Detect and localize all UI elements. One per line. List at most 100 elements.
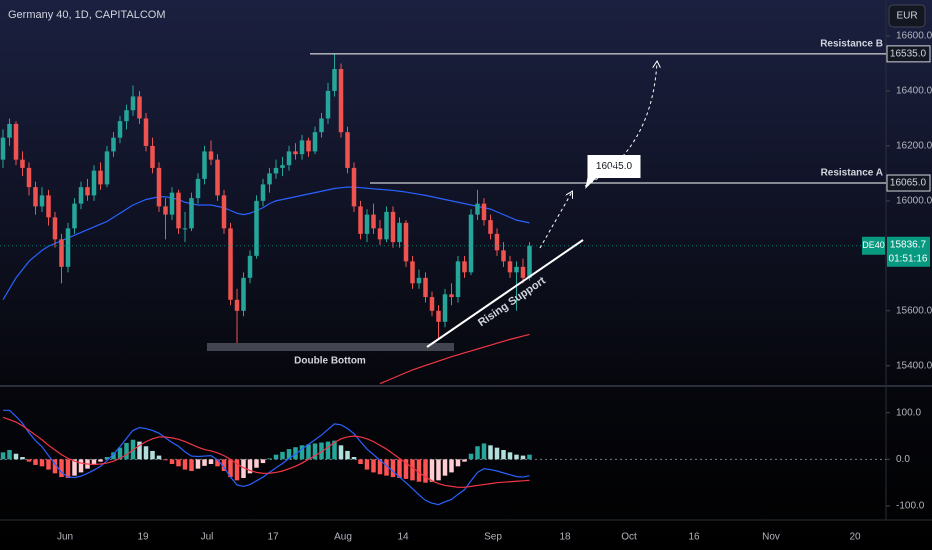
- signal-line: [2, 416, 530, 488]
- histogram-bar: [202, 459, 207, 466]
- macd-line: [3, 409, 530, 506]
- resistance-price: 16065.0: [890, 178, 927, 189]
- candle-body: [228, 228, 233, 300]
- candle-body: [169, 192, 175, 215]
- candle-body: [364, 214, 370, 234]
- histogram-bar: [384, 459, 389, 476]
- candle-body: [481, 203, 487, 221]
- candle-body: [299, 140, 305, 155]
- histogram-bar: [215, 459, 220, 467]
- candle-body: [462, 261, 467, 273]
- double-bottom-bar: [207, 343, 454, 351]
- candle-body: [410, 261, 415, 284]
- candle-body: [520, 266, 526, 278]
- candle-body: [286, 151, 292, 166]
- candle-body: [403, 222, 409, 262]
- histogram-bar: [169, 459, 175, 464]
- histogram-bar: [241, 459, 246, 478]
- y-tick-label: 100.0: [896, 407, 921, 418]
- y-tick-label: 0.0: [896, 454, 910, 465]
- histogram-bar: [345, 450, 350, 460]
- y-tick-label: 16200.0: [896, 141, 932, 152]
- last-price: 15836.7: [890, 239, 927, 250]
- candle-body: [494, 233, 500, 251]
- candle-body: [85, 187, 90, 196]
- y-tick-label: 16400.0: [896, 86, 932, 97]
- candle-body: [189, 198, 194, 229]
- candle-body: [260, 184, 266, 201]
- x-tick-label: Jun: [57, 532, 73, 543]
- candle-body: [117, 121, 123, 138]
- candle-body: [501, 250, 506, 262]
- candle-body: [202, 151, 207, 179]
- candle-body: [208, 151, 214, 160]
- candle-body: [176, 192, 181, 229]
- candle-body: [91, 170, 97, 196]
- candle-body: [280, 165, 285, 168]
- macd-pane: [0, 409, 886, 506]
- candle-body: [221, 195, 227, 229]
- x-tick-label: 18: [559, 532, 571, 543]
- histogram-bar: [156, 455, 162, 460]
- histogram-bar: [286, 449, 292, 460]
- histogram-bar: [0, 452, 6, 460]
- histogram-bar: [299, 445, 305, 460]
- histogram-bar: [7, 450, 12, 460]
- y-tick-label: 15600.0: [896, 305, 932, 316]
- histogram-bar: [351, 457, 357, 460]
- currency-box[interactable]: [888, 4, 926, 28]
- candle-body: [26, 167, 32, 188]
- x-tick-label: 16: [688, 532, 700, 543]
- symbol: DE40: [862, 240, 885, 250]
- candle-body: [150, 145, 155, 168]
- symbol-box: [862, 236, 885, 255]
- y-tick-label: 16000.0: [896, 196, 932, 207]
- resistance-label: Resistance B: [820, 39, 883, 50]
- candle-body: [137, 96, 142, 119]
- histogram-bar: [182, 459, 188, 470]
- candle-body: [0, 137, 6, 160]
- histogram-bar: [221, 459, 227, 471]
- candle-body: [182, 228, 188, 230]
- histogram-bar: [442, 459, 448, 476]
- candle-body: [475, 203, 480, 215]
- candle-body: [397, 222, 402, 243]
- histogram-bar: [98, 459, 103, 462]
- histogram-bar: [436, 459, 441, 481]
- x-tick-label: Nov: [762, 532, 780, 543]
- resistance-price-box: [886, 174, 931, 192]
- currency: EUR: [896, 11, 917, 22]
- histogram-bar: [78, 459, 84, 473]
- histogram-bar: [13, 453, 19, 460]
- histogram-bar: [254, 459, 259, 468]
- x-tick-label: Sep: [484, 532, 502, 543]
- histogram-bar: [377, 459, 383, 475]
- candle-body: [65, 228, 71, 267]
- histogram-bar: [65, 459, 71, 478]
- histogram-bar: [455, 459, 461, 467]
- last-price-box: [887, 236, 930, 267]
- histogram-bar: [481, 443, 487, 460]
- candle-body: [215, 159, 220, 196]
- candle-body: [358, 206, 363, 234]
- candle-body: [312, 132, 318, 152]
- histogram-bar: [364, 459, 370, 470]
- histogram-bar: [423, 459, 428, 483]
- candle-body: [325, 90, 331, 119]
- histogram-bar: [332, 440, 337, 460]
- x-tick-label: Aug: [334, 532, 352, 543]
- histogram-bar: [273, 454, 279, 460]
- histogram-bar: [390, 459, 396, 478]
- candle-body: [46, 195, 51, 218]
- candle-body: [163, 206, 168, 215]
- histogram-bar: [137, 441, 142, 460]
- x-tick-label: Jul: [201, 532, 214, 543]
- resistance-price: 16535.0: [890, 49, 927, 60]
- histogram-bar: [371, 459, 376, 473]
- histogram-bar: [514, 454, 519, 460]
- candle-body: [377, 228, 383, 240]
- candle-body: [488, 220, 493, 234]
